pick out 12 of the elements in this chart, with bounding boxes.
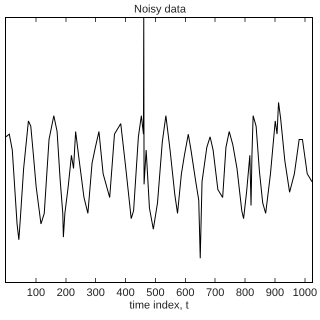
x-tick-label: 500 (146, 287, 165, 300)
x-tick-label: 700 (206, 287, 224, 300)
chart-title: Noisy data (134, 4, 187, 16)
x-tick-label: 300 (86, 287, 105, 300)
x-tick-label: 600 (176, 287, 194, 300)
x-tick-label: 900 (266, 287, 284, 300)
x-tick-label: 800 (236, 287, 254, 300)
x-tick-label: 200 (56, 287, 75, 300)
x-tick-label: 400 (116, 287, 135, 300)
x-axis-title: time index, t (129, 299, 189, 312)
x-tick-label: 100 (26, 287, 46, 300)
x-tick-label: 1000 (292, 287, 318, 300)
